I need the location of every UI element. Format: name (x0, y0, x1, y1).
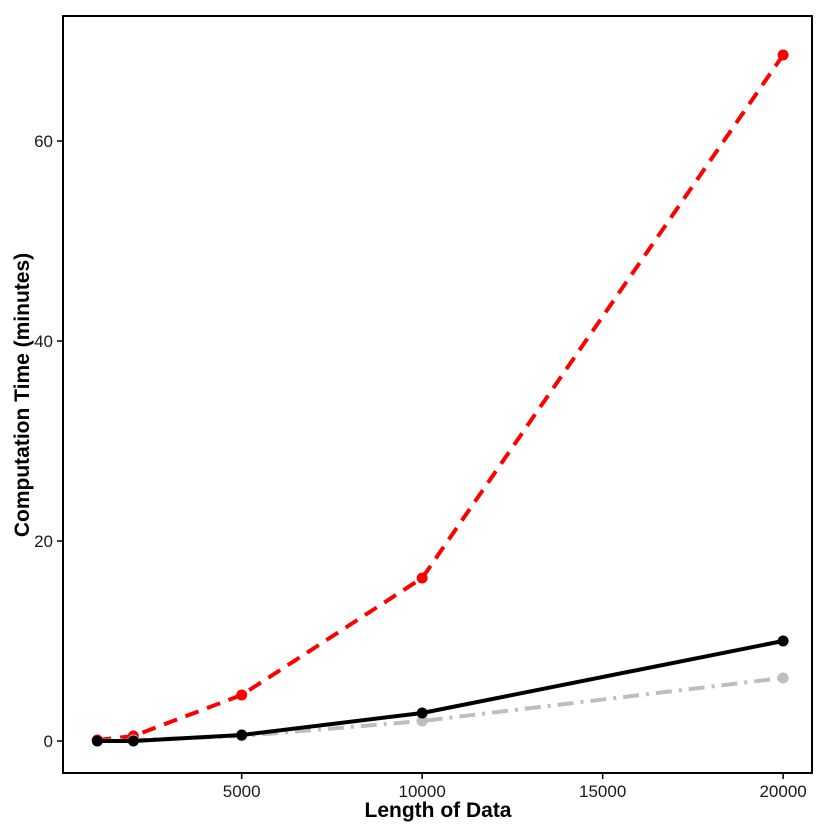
x-tick-label: 15000 (579, 782, 626, 801)
y-tick-label: 0 (44, 732, 53, 751)
series-2-point (91, 735, 103, 747)
x-tick-label: 20000 (759, 782, 806, 801)
x-axis: 5000 10000 15000 20000 (223, 773, 807, 801)
series-layer (91, 49, 789, 747)
series-2-point (416, 707, 428, 719)
series-1-point (777, 672, 789, 684)
y-tick-label: 20 (34, 532, 53, 551)
y-axis: 0 20 40 60 (34, 132, 63, 751)
x-tick-label: 10000 (399, 782, 446, 801)
series-2 (91, 635, 789, 747)
series-2-point (127, 735, 139, 747)
plot-frame (62, 15, 813, 774)
series-2-point (236, 729, 248, 741)
y-tick-label: 60 (34, 132, 53, 151)
series-0-point (416, 572, 428, 584)
x-tick-label: 5000 (223, 782, 261, 801)
y-axis-title: Computation Time (minutes) (11, 253, 34, 537)
series-0-point (777, 49, 789, 61)
x-axis-title: Length of Data (365, 799, 512, 822)
series-0-line (97, 53, 785, 742)
series-1-point (416, 715, 428, 727)
series-0-point (236, 689, 248, 701)
y-tick-label: 40 (34, 332, 53, 351)
series-2-point (777, 635, 789, 647)
